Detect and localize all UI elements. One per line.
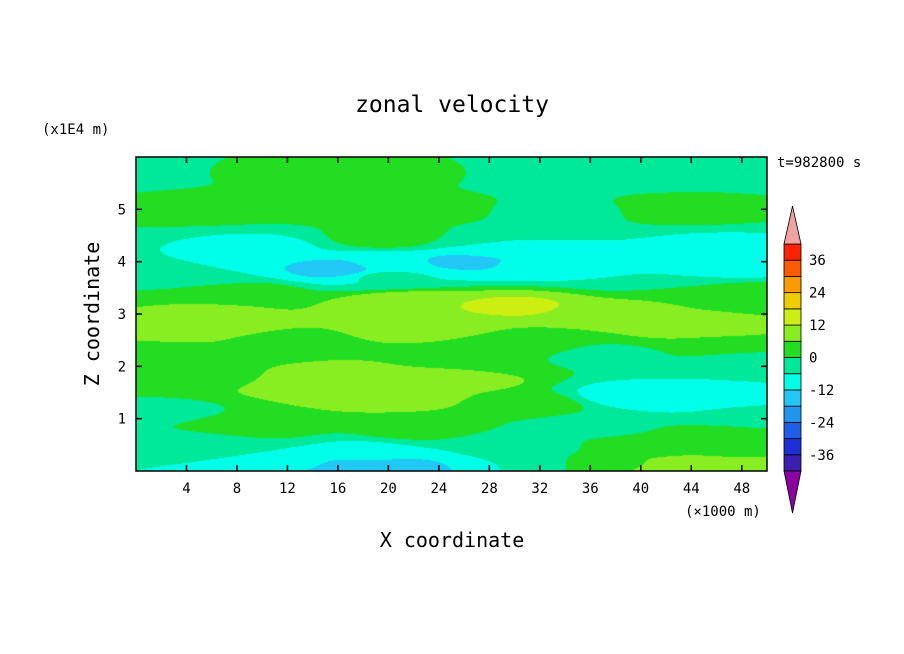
colorbar-band xyxy=(783,276,802,294)
x-tick-label: 20 xyxy=(380,481,397,497)
colorbar-band xyxy=(783,405,802,423)
y-unit-label: (x1E4 m) xyxy=(42,122,109,138)
y-tick-label: 3 xyxy=(118,307,126,323)
y-tick-label: 4 xyxy=(118,255,126,271)
colorbar-tick-label: -36 xyxy=(809,448,834,464)
colorbar-tick-label: 24 xyxy=(809,286,826,302)
x-axis-label: X coordinate xyxy=(380,528,525,552)
colorbar-over-arrow xyxy=(783,205,802,245)
y-tick-label: 5 xyxy=(118,202,126,218)
x-tick-label: 40 xyxy=(632,481,649,497)
colorbar-band xyxy=(783,243,802,261)
x-tick-label: 4 xyxy=(182,481,190,497)
colorbar-band xyxy=(783,340,802,358)
x-tick-label: 24 xyxy=(430,481,447,497)
y-tick-label: 2 xyxy=(118,359,126,375)
x-unit-label: (×1000 m) xyxy=(685,504,761,520)
y-tick-label: 1 xyxy=(118,412,126,428)
x-tick-label: 36 xyxy=(582,481,599,497)
colorbar-band xyxy=(783,308,802,326)
x-tick-label: 44 xyxy=(683,481,700,497)
y-ticks: 1 2 3 4 5 xyxy=(118,202,767,428)
velocity-field xyxy=(136,157,767,471)
colorbar-band xyxy=(783,324,802,342)
x-tick-label: 8 xyxy=(233,481,241,497)
colorbar-band xyxy=(783,373,802,391)
x-tick-label: 12 xyxy=(279,481,296,497)
colorbar: 36 24 12 0 -12 -24 -36 xyxy=(783,205,834,514)
colorbar-tick-label: -24 xyxy=(809,415,834,431)
colorbar-band xyxy=(783,292,802,310)
colorbar-band xyxy=(783,357,802,375)
x-tick-label: 32 xyxy=(531,481,548,497)
x-tick-label: 16 xyxy=(329,481,346,497)
x-tick-label: 48 xyxy=(733,481,750,497)
colorbar-tick-label: 36 xyxy=(809,253,826,269)
chart-title: zonal velocity xyxy=(355,92,549,118)
y-axis-label: Z coordinate xyxy=(80,242,104,387)
colorbar-band xyxy=(783,438,802,456)
x-ticks: 4 8 12 16 20 24 28 32 36 40 44 48 xyxy=(182,157,750,497)
colorbar-under-arrow xyxy=(783,470,802,514)
colorbar-tick-label: 0 xyxy=(809,351,817,367)
colorbar-band xyxy=(783,421,802,439)
colorbar-band xyxy=(783,389,802,407)
time-label: t=982800 s xyxy=(777,155,861,171)
colorbar-tick-label: 12 xyxy=(809,318,826,334)
colorbar-band xyxy=(783,454,802,472)
colorbar-band xyxy=(783,259,802,277)
colorbar-tick-label: -12 xyxy=(809,383,834,399)
x-tick-label: 28 xyxy=(481,481,498,497)
